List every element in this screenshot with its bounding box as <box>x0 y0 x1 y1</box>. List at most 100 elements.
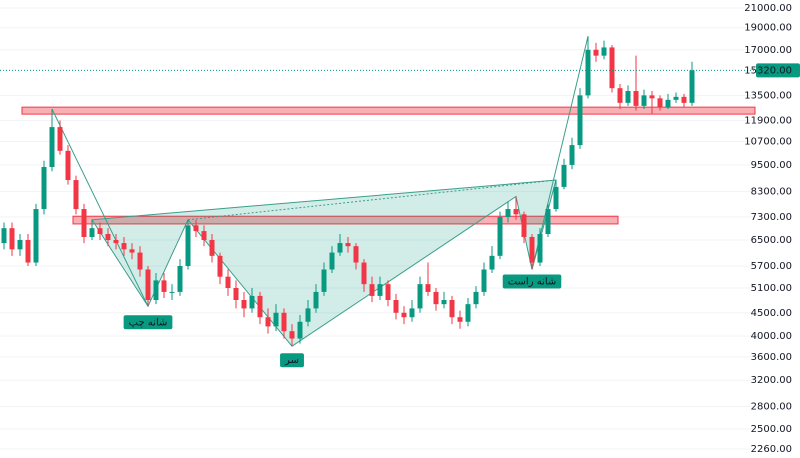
annotation-box <box>123 315 173 330</box>
candle-body <box>649 95 655 99</box>
candle-body <box>361 262 367 285</box>
candle-body <box>65 150 71 181</box>
candle-body <box>609 47 615 89</box>
candle-body <box>129 249 135 253</box>
candle-body <box>73 180 79 210</box>
candle-body <box>265 317 271 327</box>
candle-body <box>153 280 159 300</box>
candle-body <box>481 269 487 292</box>
y-tick-label: 6500.00 <box>751 235 792 246</box>
candle-body <box>313 291 319 309</box>
y-tick-label: 3600.00 <box>751 352 792 363</box>
candle-body <box>33 209 39 263</box>
candle-body <box>337 243 343 253</box>
price-zone <box>21 106 756 115</box>
candle-body <box>689 70 695 103</box>
candle-body <box>401 312 407 318</box>
candle-body <box>449 299 455 318</box>
candle-body <box>169 291 175 293</box>
candle-body <box>625 91 631 103</box>
candle-body <box>585 49 591 96</box>
annotation-label: شانه راست <box>508 276 557 287</box>
candle-body <box>289 331 295 339</box>
y-tick-label: 19000.00 <box>744 23 792 34</box>
candle-body <box>617 88 623 103</box>
candle-body <box>217 255 223 277</box>
annotation-box <box>502 274 562 289</box>
y-tick-label: 5100.00 <box>751 283 792 294</box>
candle-body <box>185 225 191 266</box>
candle-body <box>633 91 639 106</box>
candle-body <box>521 214 527 237</box>
annotation-label: شانه چپ <box>129 317 168 328</box>
candle-body <box>113 239 119 244</box>
y-tick-label: 7300.00 <box>751 212 792 223</box>
y-tick-label: 9500.00 <box>751 160 792 171</box>
annotation-box <box>280 353 304 368</box>
annotation: شانه چپ <box>123 315 173 330</box>
candle-body <box>321 269 327 292</box>
candle-body <box>601 47 607 56</box>
candle-body <box>177 265 183 292</box>
candle-body <box>225 276 231 288</box>
candle-body <box>1 228 7 244</box>
y-tick-label: 5700.00 <box>751 261 792 272</box>
candle-body <box>329 252 335 270</box>
y-tick-label: 10700.00 <box>744 136 792 147</box>
pattern-line <box>531 36 589 270</box>
candle-body <box>305 308 311 322</box>
candle-body <box>537 234 543 263</box>
candle-body <box>9 228 15 250</box>
candle-body <box>425 284 431 292</box>
y-tick-label: 8300.00 <box>751 187 792 198</box>
candle-body <box>201 231 207 240</box>
candle-body <box>161 280 167 292</box>
candle-body <box>97 228 103 235</box>
candle-body <box>41 166 47 210</box>
candle-body <box>457 317 463 322</box>
candle-body <box>673 96 679 100</box>
y-tick-label: 3200.00 <box>751 375 792 386</box>
candle-body <box>297 321 303 339</box>
candle-body <box>81 209 87 237</box>
candle-body <box>433 291 439 305</box>
candle-body <box>409 308 415 318</box>
candle-body <box>345 243 351 247</box>
candle-body <box>121 243 127 250</box>
candle-body <box>249 295 255 309</box>
candle-body <box>353 246 359 263</box>
y-tick-label: 4000.00 <box>751 331 792 342</box>
candle-body <box>49 127 55 167</box>
y-tick-label: 2260.00 <box>751 444 792 455</box>
candle-body <box>25 239 31 263</box>
candle-body <box>569 145 575 165</box>
pattern-line <box>51 108 149 307</box>
candle-body <box>641 95 647 106</box>
pattern-line <box>187 179 557 221</box>
y-tick-label: 2800.00 <box>751 402 792 413</box>
annotation: سر <box>280 353 304 368</box>
y-tick-label: 4500.00 <box>751 308 792 319</box>
candle-body <box>369 284 375 296</box>
candle-body <box>417 284 423 309</box>
candle-body <box>529 236 535 263</box>
y-tick-label: 11900.00 <box>744 115 792 126</box>
candle-body <box>233 287 239 300</box>
y-tick-label: 2500.00 <box>751 424 792 435</box>
candle-body <box>193 225 199 232</box>
candle-body <box>17 239 23 250</box>
candle-body <box>561 164 567 187</box>
candle-body <box>145 269 151 300</box>
candle-body <box>577 95 583 146</box>
candle-body <box>377 284 383 296</box>
candle-body <box>513 209 519 215</box>
annotation: شانه راست <box>502 274 562 289</box>
candle-body <box>57 127 63 151</box>
candle-body <box>505 209 511 218</box>
annotation-label: سر <box>284 355 299 366</box>
candle-body <box>105 234 111 240</box>
candle-body <box>89 228 95 237</box>
candle-body <box>553 186 559 210</box>
candle-body <box>465 304 471 322</box>
